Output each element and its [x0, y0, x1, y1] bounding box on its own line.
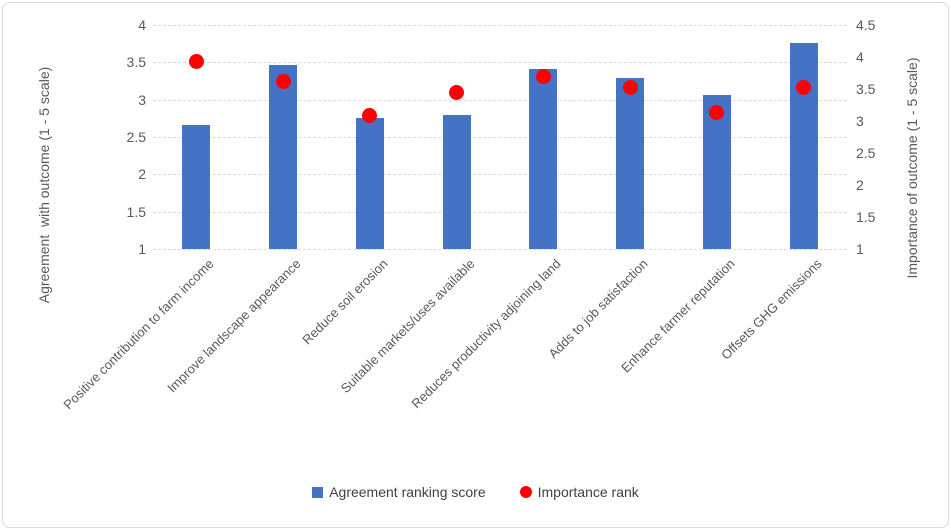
- plot-area: [153, 25, 847, 250]
- legend-label-importance: Importance rank: [537, 484, 639, 500]
- gridline: [153, 99, 847, 101]
- gridline: [153, 211, 847, 213]
- right-axis-tick-label: 3: [856, 113, 864, 129]
- left-axis-tick-label: 2.5: [126, 129, 146, 145]
- scatter-series-swatch-icon: [519, 486, 532, 498]
- legend-label-agreement: Agreement ranking score: [329, 484, 486, 500]
- right-axis-tick-label: 4.5: [856, 17, 876, 33]
- legend-item-importance: Importance rank: [519, 484, 639, 500]
- left-axis-tick-label: 4: [138, 17, 146, 33]
- left-axis-tick-label: 1.5: [126, 203, 146, 220]
- left-axis-tick-label: 1: [138, 241, 146, 257]
- gridline: [153, 62, 847, 64]
- agreement-bar: [616, 78, 645, 249]
- right-axis-tick-label: 2.5: [856, 145, 876, 161]
- importance-dot: [709, 105, 725, 121]
- gridline: [153, 174, 847, 176]
- right-axis-tick-label: 4: [856, 49, 864, 65]
- bar-series-swatch-icon: [312, 486, 324, 498]
- importance-dot: [362, 108, 378, 124]
- agreement-bar: [269, 64, 298, 249]
- agreement-bar: [702, 95, 731, 249]
- left-axis-title: Agreement with outcome (1 - 5 scale): [36, 66, 52, 304]
- right-axis-tick-label: 2: [856, 177, 864, 193]
- importance-dot: [449, 84, 465, 100]
- agreement-bar: [529, 69, 558, 249]
- right-axis-tick-label: 1: [856, 241, 864, 257]
- legend: Agreement ranking score Importance rank: [0, 484, 951, 500]
- importance-dot: [535, 68, 551, 84]
- right-axis-tick-label: 1.5: [856, 209, 876, 225]
- importance-dot: [622, 79, 638, 95]
- gridline: [153, 137, 847, 138]
- agreement-bar: [355, 118, 384, 249]
- left-axis-tick-label: 3.5: [126, 54, 146, 71]
- importance-dot: [188, 53, 204, 69]
- agreement-bar: [789, 42, 818, 249]
- legend-item-agreement: Agreement ranking score: [312, 484, 486, 500]
- right-axis-tick-label: 3.5: [856, 81, 876, 97]
- gridline: [153, 249, 847, 250]
- left-axis-tick-label: 2: [138, 166, 146, 183]
- agreement-bar: [182, 125, 211, 249]
- importance-dot: [275, 73, 291, 89]
- agreement-bar: [442, 115, 471, 249]
- left-axis-tick-label: 3: [138, 91, 146, 108]
- right-axis-title: Importance of outcome (1 - 5 scale): [904, 57, 920, 279]
- gridline: [153, 25, 847, 26]
- importance-dot: [796, 80, 812, 96]
